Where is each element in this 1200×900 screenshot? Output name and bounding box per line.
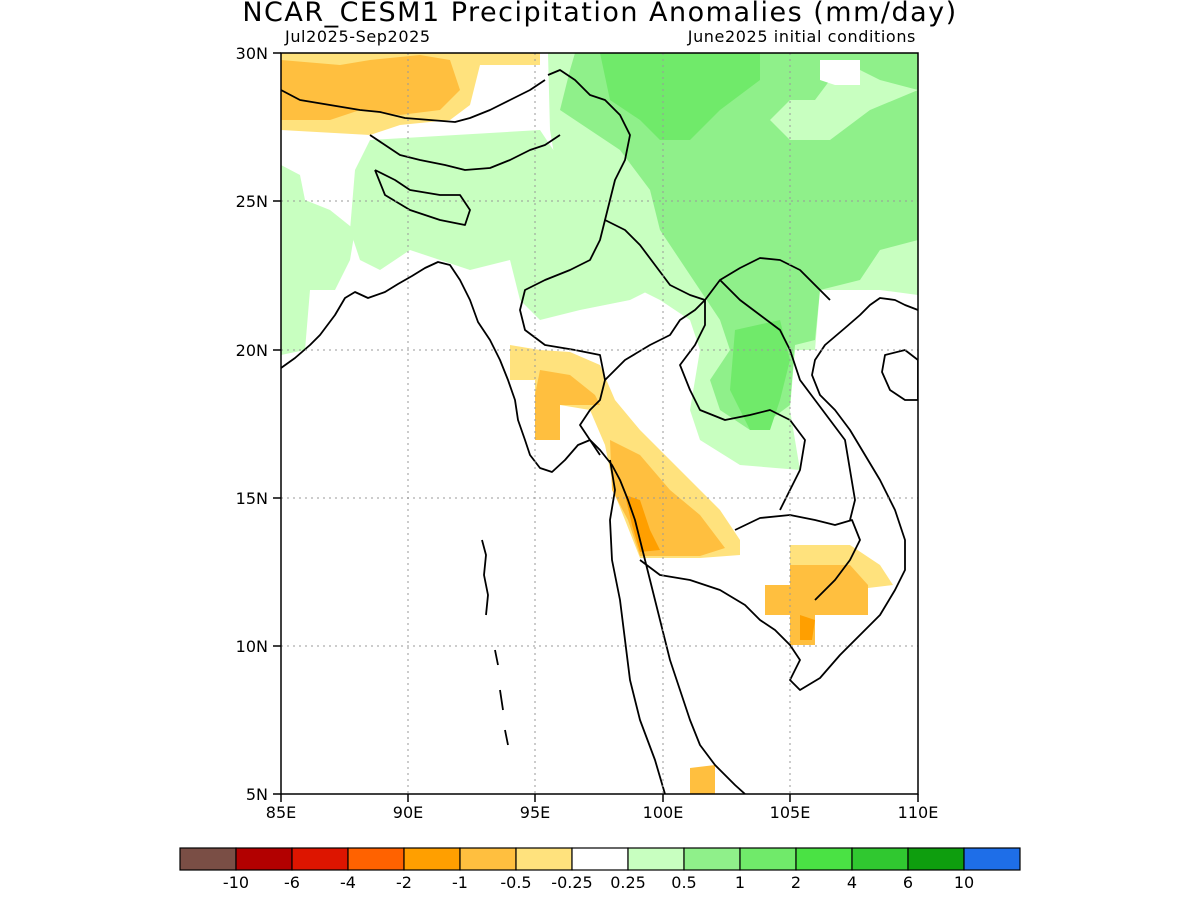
border-nepal-bhutan <box>281 79 546 123</box>
anomaly-region-orange-thailand <box>535 370 600 440</box>
border-laos-vietnam <box>719 279 856 521</box>
colorbar-label: 0.5 <box>671 873 696 892</box>
colorbar-label: -0.5 <box>500 873 531 892</box>
colorbar-swatch <box>515 847 573 871</box>
coastline-peninsula-west <box>609 459 666 794</box>
lon-label-85e: 85E <box>266 803 296 822</box>
border-thailand-laos <box>604 299 806 511</box>
colorbar-label: 1 <box>735 873 745 892</box>
coastline-indochina <box>639 297 918 691</box>
chart-title: NCAR_CESM1 Precipitation Anomalies (mm/d… <box>242 0 958 28</box>
coastline-india-east <box>281 261 746 794</box>
anomaly-region-orange-malaya <box>690 765 715 794</box>
colorbar-swatch <box>907 847 965 871</box>
lon-label-90e: 90E <box>393 803 423 822</box>
axis-ticks <box>273 52 919 802</box>
colorbar-swatch <box>571 847 629 871</box>
lon-label-95e: 95E <box>520 803 550 822</box>
colorbar-swatch <box>291 847 349 871</box>
colorbar-swatch <box>459 847 517 871</box>
anomaly-region-light-green-central <box>350 130 650 320</box>
grid-lines <box>281 53 918 794</box>
colorbar-label: 4 <box>847 873 857 892</box>
andaman-islands <box>481 539 509 746</box>
border-cambodia <box>734 514 861 601</box>
colorbar-swatch <box>683 847 741 871</box>
colorbar-label: 0.25 <box>610 873 646 892</box>
colorbar-label: -10 <box>223 873 249 892</box>
colorbar-swatch <box>179 847 237 871</box>
colorbar-swatch <box>963 847 1021 871</box>
anomaly-region-light-green-west <box>281 165 355 355</box>
colorbar-label: -4 <box>340 873 356 892</box>
anomaly-field <box>281 53 918 794</box>
lon-label-110e: 110E <box>898 803 939 822</box>
colorbar-label: -6 <box>284 873 300 892</box>
anomaly-region-dark-green-laos <box>730 320 790 430</box>
anomaly-region-neutral-ne <box>820 60 860 85</box>
longitude-labels: 85E 90E 95E 100E 105E 110E <box>266 803 939 822</box>
colorbar-label: 10 <box>954 873 974 892</box>
colorbar: -10 -6 -4 -2 -1 -0.5 -0.25 0.25 0.5 1 2 4 6 10 <box>179 847 1021 892</box>
lat-label-5n: 5N <box>246 785 268 804</box>
anomaly-region-dark-green-north <box>600 53 760 140</box>
lon-label-105e: 105E <box>770 803 811 822</box>
initial-conditions-label: June2025 initial conditions <box>687 27 916 46</box>
hainan-island <box>881 349 918 401</box>
lat-label-15n: 15N <box>236 489 268 508</box>
map-frame <box>280 52 919 795</box>
colorbar-swatch <box>795 847 853 871</box>
colorbar-swatch <box>347 847 405 871</box>
season-label: Jul2025-Sep2025 <box>285 27 431 46</box>
lat-label-30n: 30N <box>236 44 268 63</box>
latitude-labels: 30N 25N 20N 15N 10N 5N <box>236 44 268 804</box>
lat-label-20n: 20N <box>236 341 268 360</box>
colorbar-swatch <box>235 847 293 871</box>
anomaly-region-dark-orange-cambodia <box>800 615 815 640</box>
colorbar-label: -1 <box>452 873 468 892</box>
lon-label-100e: 100E <box>643 803 684 822</box>
colorbar-label: -2 <box>396 873 412 892</box>
border-china-south <box>547 69 831 301</box>
border-bangladesh <box>369 134 561 226</box>
anomaly-region-orange-cambodia <box>765 565 868 645</box>
anomaly-region-green-ne <box>560 53 918 430</box>
anomaly-region-dark-orange-thailand <box>625 495 660 552</box>
colorbar-swatch <box>739 847 797 871</box>
colorbar-label: 2 <box>791 873 801 892</box>
colorbar-swatch <box>851 847 909 871</box>
lat-label-25n: 25N <box>236 192 268 211</box>
colorbar-swatch <box>627 847 685 871</box>
colorbar-label: -0.25 <box>551 873 592 892</box>
colorbar-swatch <box>403 847 461 871</box>
colorbar-label: 6 <box>903 873 913 892</box>
lat-label-10n: 10N <box>236 637 268 656</box>
coastlines-and-borders <box>281 69 918 794</box>
border-myanmar-thailand <box>519 219 606 456</box>
